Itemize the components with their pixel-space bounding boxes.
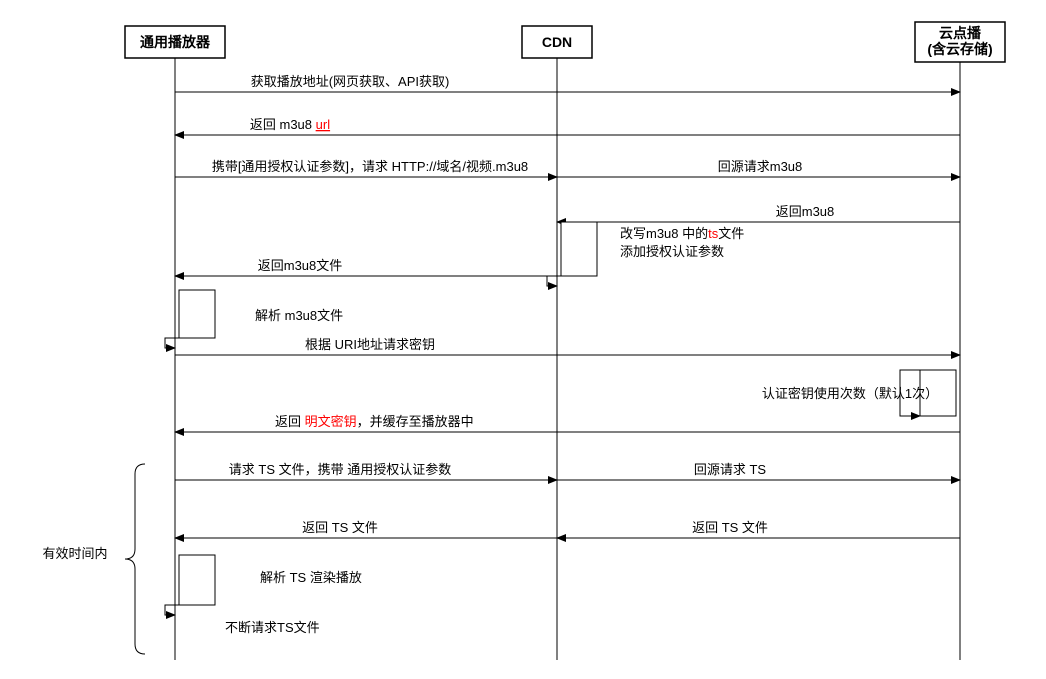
svg-text:改写m3u8 中的ts文件: 改写m3u8 中的ts文件 <box>620 226 744 241</box>
message-label-11: 返回 TS 文件 <box>302 520 378 535</box>
message-label-6: 根据 URI地址请求密钥 <box>305 337 435 352</box>
svg-text:(含云存储): (含云存储) <box>927 41 992 57</box>
message-label-5: 返回m3u8文件 <box>258 258 343 273</box>
svg-text:返回 m3u8 url: 返回 m3u8 url <box>250 117 330 132</box>
svg-text:解析 TS 渲染播放: 解析 TS 渲染播放 <box>260 570 362 585</box>
message-label-2: 携带[通用授权认证参数]，请求 HTTP://域名/视频.m3u8 <box>212 159 528 174</box>
message-label-0: 获取播放地址(网页获取、API获取) <box>251 74 450 89</box>
participant-player: 通用播放器 <box>140 34 211 50</box>
svg-text:添加授权认证参数: 添加授权认证参数 <box>620 244 724 259</box>
message-label-8: 请求 TS 文件，携带 通用授权认证参数 <box>229 462 451 477</box>
svg-text:有效时间内: 有效时间内 <box>42 546 107 561</box>
message-label-7: 返回 明文密钥，并缓存至播放器中 <box>275 414 474 429</box>
participant-cdn: CDN <box>542 34 572 50</box>
svg-text:解析 m3u8文件: 解析 m3u8文件 <box>255 308 343 323</box>
message-label-4: 返回m3u8 <box>776 204 835 219</box>
message-label-10: 返回 TS 文件 <box>692 520 768 535</box>
svg-text:云点播: 云点播 <box>939 25 982 41</box>
svg-text:认证密钥使用次数（默认1次）: 认证密钥使用次数（默认1次） <box>762 386 938 401</box>
svg-text:不断请求TS文件: 不断请求TS文件 <box>225 620 320 635</box>
message-label-3: 回源请求m3u8 <box>718 159 803 174</box>
message-label-9: 回源请求 TS <box>694 462 767 477</box>
